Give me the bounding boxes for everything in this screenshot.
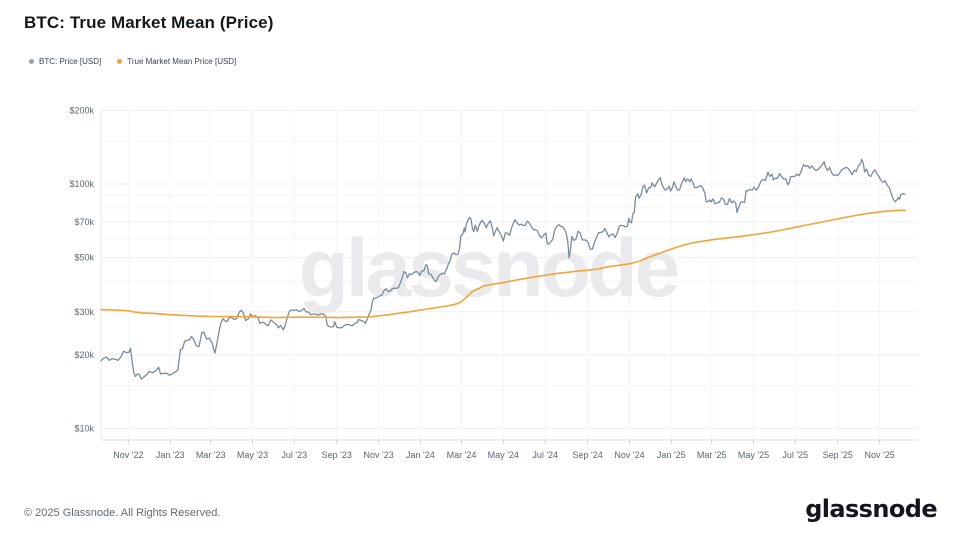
x-axis-tick-label: Jul '25: [782, 450, 808, 460]
x-axis-tick-label: Mar '25: [697, 450, 727, 460]
x-axis-tick-label: Jul '23: [281, 450, 307, 460]
x-axis-tick-label: Sep '24: [572, 450, 602, 460]
page-title: BTC: True Market Mean (Price): [24, 13, 274, 32]
legend-dot-tmm-icon: [117, 59, 123, 64]
x-axis-tick-label: Sep '23: [322, 450, 352, 460]
y-axis-tick-label: $200k: [69, 105, 94, 115]
y-axis-tick-label: $10k: [74, 423, 94, 433]
x-axis-tick-label: Jan '23: [156, 450, 185, 460]
x-axis-tick-label: Nov '24: [614, 450, 644, 460]
btc-price-line: [100, 158, 906, 380]
y-axis-tick-label: $20k: [74, 350, 94, 360]
y-axis-tick-label: $100k: [69, 179, 94, 189]
x-axis-tick-label: May '24: [488, 450, 519, 460]
x-axis-tick-label: Jan '24: [406, 450, 435, 460]
legend-label-btc: BTC: Price [USD]: [39, 57, 102, 66]
x-axis-tick-label: May '25: [738, 450, 769, 460]
x-axis-tick-label: Mar '23: [196, 450, 226, 460]
copyright-text: © 2025 Glassnode. All Rights Reserved.: [24, 507, 221, 519]
x-axis-tick-label: May '23: [237, 450, 268, 460]
x-axis-tick-label: Jan '25: [657, 450, 686, 460]
y-axis-tick-label: $50k: [74, 253, 94, 263]
legend-dot-btc-icon: [29, 59, 34, 64]
x-axis-tick-label: Mar '24: [447, 450, 477, 460]
y-axis-tick-label: $30k: [74, 307, 94, 317]
glassnode-watermark: glassnode: [299, 223, 678, 314]
x-axis-tick-label: Nov '22: [113, 450, 143, 460]
chart-legend: BTC: Price [USD] True Market Mean Price …: [29, 57, 236, 66]
x-axis-tick-label: Nov '23: [363, 450, 393, 460]
y-axis-tick-label: $70k: [74, 217, 94, 227]
x-axis-tick-label: Sep '25: [823, 450, 853, 460]
true-market-mean-line: [100, 209, 906, 319]
legend-item-btc-price[interactable]: BTC: Price [USD]: [29, 57, 101, 66]
glassnode-logo: glassnode: [805, 495, 937, 523]
legend-item-true-market-mean[interactable]: True Market Mean Price [USD]: [117, 57, 236, 66]
x-axis-tick-label: Nov '25: [864, 450, 894, 460]
legend-label-tmm: True Market Mean Price [USD]: [127, 57, 237, 66]
x-axis-tick-label: Jul '24: [532, 450, 558, 460]
